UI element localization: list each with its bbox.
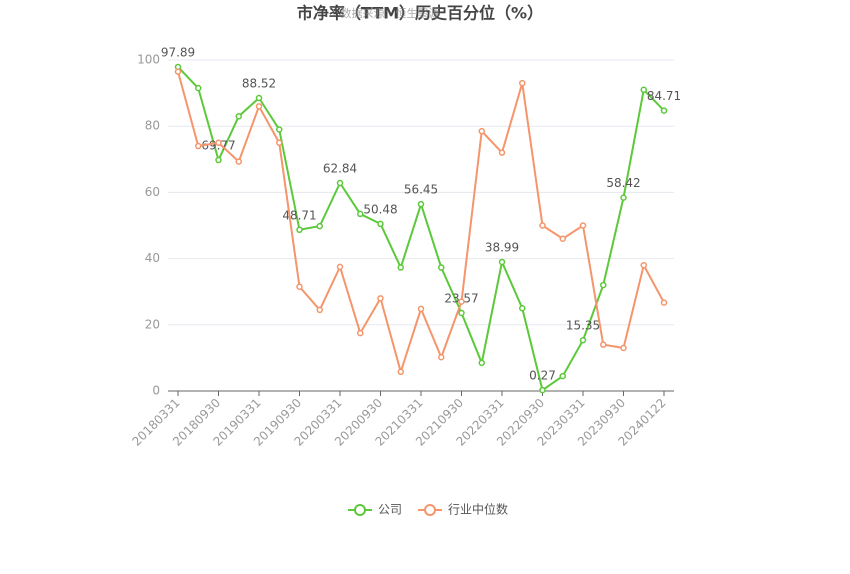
data-point bbox=[357, 329, 364, 337]
data-point bbox=[640, 261, 647, 269]
y-tick-label: 20 bbox=[145, 317, 160, 331]
data-point bbox=[235, 113, 242, 120]
data-point bbox=[316, 306, 323, 314]
data-point bbox=[235, 158, 242, 165]
data-point bbox=[458, 298, 465, 305]
data-label: 58.42 bbox=[606, 176, 640, 190]
data-point bbox=[498, 149, 506, 156]
source: 数据来源：恒生聚源 bbox=[341, 6, 440, 20]
data-point bbox=[498, 258, 506, 266]
data-point bbox=[438, 353, 445, 361]
chart-title: 市净率（TTM）历史百分位（%） bbox=[297, 4, 543, 23]
data-point bbox=[579, 222, 587, 229]
data-label: 88.52 bbox=[242, 76, 276, 90]
data-point bbox=[559, 235, 566, 242]
y-tick-label: 60 bbox=[145, 185, 160, 199]
data-label: 15.35 bbox=[566, 319, 600, 333]
data-point bbox=[519, 305, 526, 312]
data-point bbox=[458, 309, 465, 317]
data-point bbox=[660, 107, 668, 114]
data-point bbox=[600, 281, 607, 289]
data-point bbox=[255, 94, 263, 102]
data-point bbox=[195, 84, 202, 92]
legend-item: 公司 bbox=[348, 503, 402, 517]
data-label: 48.71 bbox=[282, 208, 316, 222]
data-label: 50.48 bbox=[363, 202, 397, 216]
data-point bbox=[215, 139, 222, 146]
legend-label: 公司 bbox=[378, 503, 402, 517]
data-point bbox=[417, 200, 425, 208]
data-point bbox=[195, 142, 202, 150]
data-label: 84.71 bbox=[647, 89, 681, 103]
legend-marker bbox=[354, 504, 366, 516]
y-tick-label: 40 bbox=[145, 251, 160, 265]
data-point bbox=[478, 359, 485, 367]
data-label: 97.89 bbox=[161, 45, 195, 59]
data-point bbox=[377, 220, 384, 228]
data-point bbox=[397, 368, 404, 376]
data-point bbox=[417, 305, 425, 313]
y-tick-label: 80 bbox=[145, 119, 160, 133]
data-point bbox=[215, 156, 222, 164]
legend-item: 行业中位数 bbox=[418, 502, 508, 517]
data-point bbox=[316, 222, 323, 230]
data-label: 38.99 bbox=[485, 240, 519, 254]
data-point bbox=[357, 210, 364, 218]
data-point bbox=[276, 139, 283, 146]
data-point bbox=[296, 283, 303, 290]
data-point bbox=[640, 86, 647, 94]
data-point bbox=[478, 127, 485, 135]
legend-marker bbox=[424, 504, 437, 516]
y-tick-label: 100 bbox=[137, 53, 160, 67]
series-line bbox=[177, 66, 665, 392]
data-point bbox=[336, 263, 344, 271]
y-tick-label: 0 bbox=[152, 384, 160, 398]
data-point bbox=[539, 386, 546, 394]
data-label: 56.45 bbox=[404, 183, 438, 197]
data-point bbox=[397, 264, 404, 271]
data-point bbox=[296, 226, 303, 234]
data-point bbox=[255, 103, 263, 110]
data-point bbox=[579, 336, 587, 344]
data-point bbox=[174, 68, 182, 75]
data-point bbox=[600, 341, 607, 348]
legend-label: 行业中位数 bbox=[448, 502, 508, 517]
data-label: 62.84 bbox=[323, 161, 357, 175]
data-point bbox=[660, 299, 668, 306]
data-point bbox=[276, 126, 283, 133]
data-point bbox=[539, 222, 546, 229]
data-point bbox=[559, 372, 566, 380]
data-point bbox=[377, 295, 384, 302]
data-point bbox=[336, 179, 344, 187]
data-point bbox=[620, 194, 627, 201]
data-point bbox=[620, 344, 627, 352]
data-point bbox=[519, 79, 526, 87]
data-point bbox=[438, 264, 445, 271]
data-label: 0.27 bbox=[529, 369, 556, 383]
